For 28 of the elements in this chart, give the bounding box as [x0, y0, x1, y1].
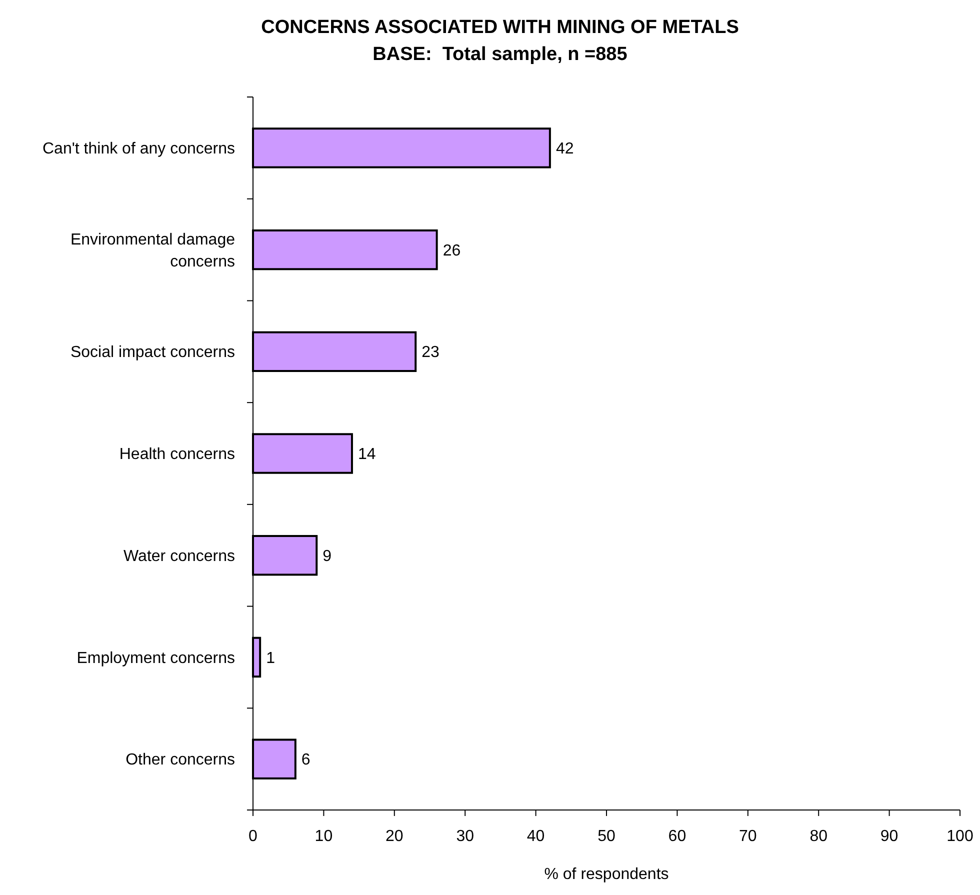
x-tick-label: 90	[880, 828, 898, 845]
y-tick-label: Social impact concerns	[70, 344, 235, 362]
x-tick-label: 20	[386, 828, 404, 845]
x-tick-label: 10	[314, 828, 333, 845]
data-label: 6	[301, 752, 310, 769]
data-label: 42	[556, 140, 574, 158]
chart-subtitle: BASE: Total sample, n =885	[372, 44, 628, 65]
y-tick-label: Other concerns	[126, 752, 235, 769]
x-tick-label: 80	[810, 828, 828, 845]
x-tick-label: 40	[526, 828, 545, 845]
data-label: 9	[322, 548, 332, 565]
x-axis-title: % of respondents	[544, 866, 669, 883]
x-tick-label: 60	[668, 828, 686, 845]
data-label: 14	[358, 446, 376, 464]
data-label: 26	[442, 242, 461, 260]
x-tick-label: 70	[739, 828, 757, 845]
x-tick-label: 50	[598, 828, 616, 845]
y-tick-label: Employment concerns	[76, 650, 235, 667]
x-tick-label: 100	[946, 828, 974, 845]
y-tick-label: Water concerns	[124, 548, 235, 565]
x-tick-label: 30	[456, 828, 474, 845]
y-tick-label: Health concerns	[119, 446, 235, 464]
x-tick-label: 0	[248, 828, 258, 845]
data-label: 1	[266, 650, 276, 667]
y-tick-label: Environmental damage concerns	[70, 231, 236, 270]
data-label: 23	[422, 344, 440, 362]
chart-title: CONCERNS ASSOCIATED WITH MINING OF METALS	[261, 17, 739, 38]
y-tick-label: Can't think of any concerns	[42, 140, 235, 158]
